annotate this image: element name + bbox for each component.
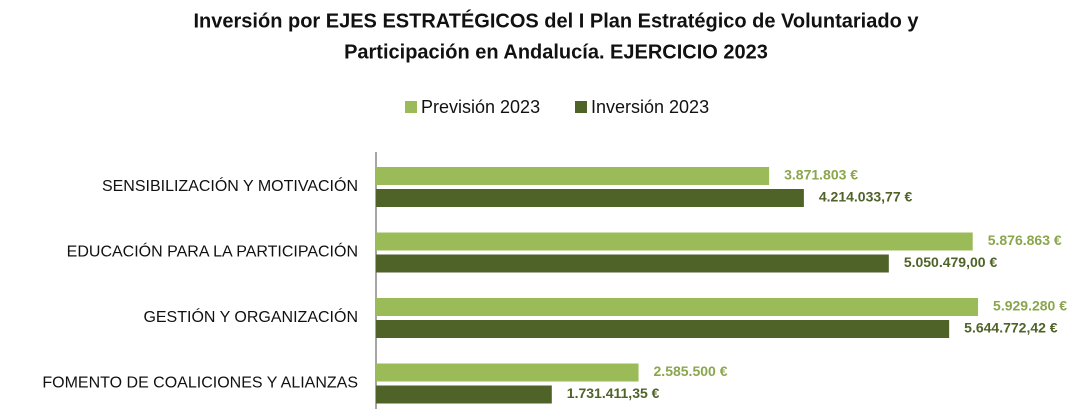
value-label: 4.214.033,77 €: [819, 189, 913, 205]
bar: [376, 385, 552, 404]
legend-label: Previsión 2023: [421, 97, 540, 117]
value-label: 3.871.803 €: [784, 167, 858, 183]
bar: [376, 189, 804, 207]
legend-swatch: [405, 101, 417, 113]
category-label: FOMENTO DE COALICIONES Y ALIANZAS: [42, 375, 358, 392]
bar: [376, 254, 889, 273]
value-label: 5.050.479,00 €: [904, 254, 998, 270]
legend-label: Inversión 2023: [591, 97, 709, 117]
value-label: 2.585.500 €: [654, 363, 728, 379]
category-label: GESTIÓN Y ORGANIZACIÓN: [143, 307, 358, 326]
value-label: 5.929.280 €: [993, 298, 1067, 314]
chart-title: Inversión por EJES ESTRATÉGICOS del I Pl…: [194, 9, 920, 32]
value-label: 5.876.863 €: [988, 232, 1062, 248]
bar: [376, 298, 979, 316]
value-label: 5.644.772,42 €: [964, 320, 1058, 336]
legend-swatch: [575, 101, 587, 113]
category-label: EDUCACIÓN PARA LA PARTICIPACIÓN: [67, 242, 358, 261]
bar: [376, 167, 770, 185]
bar: [376, 232, 973, 251]
bar: [376, 320, 950, 338]
bar: [376, 363, 639, 382]
category-label: SENSIBILIZACIÓN Y MOTIVACIÓN: [102, 176, 358, 195]
value-label: 1.731.411,35 €: [567, 385, 660, 401]
chart-title: Participación en Andalucía. EJERCICIO 20…: [344, 41, 768, 63]
